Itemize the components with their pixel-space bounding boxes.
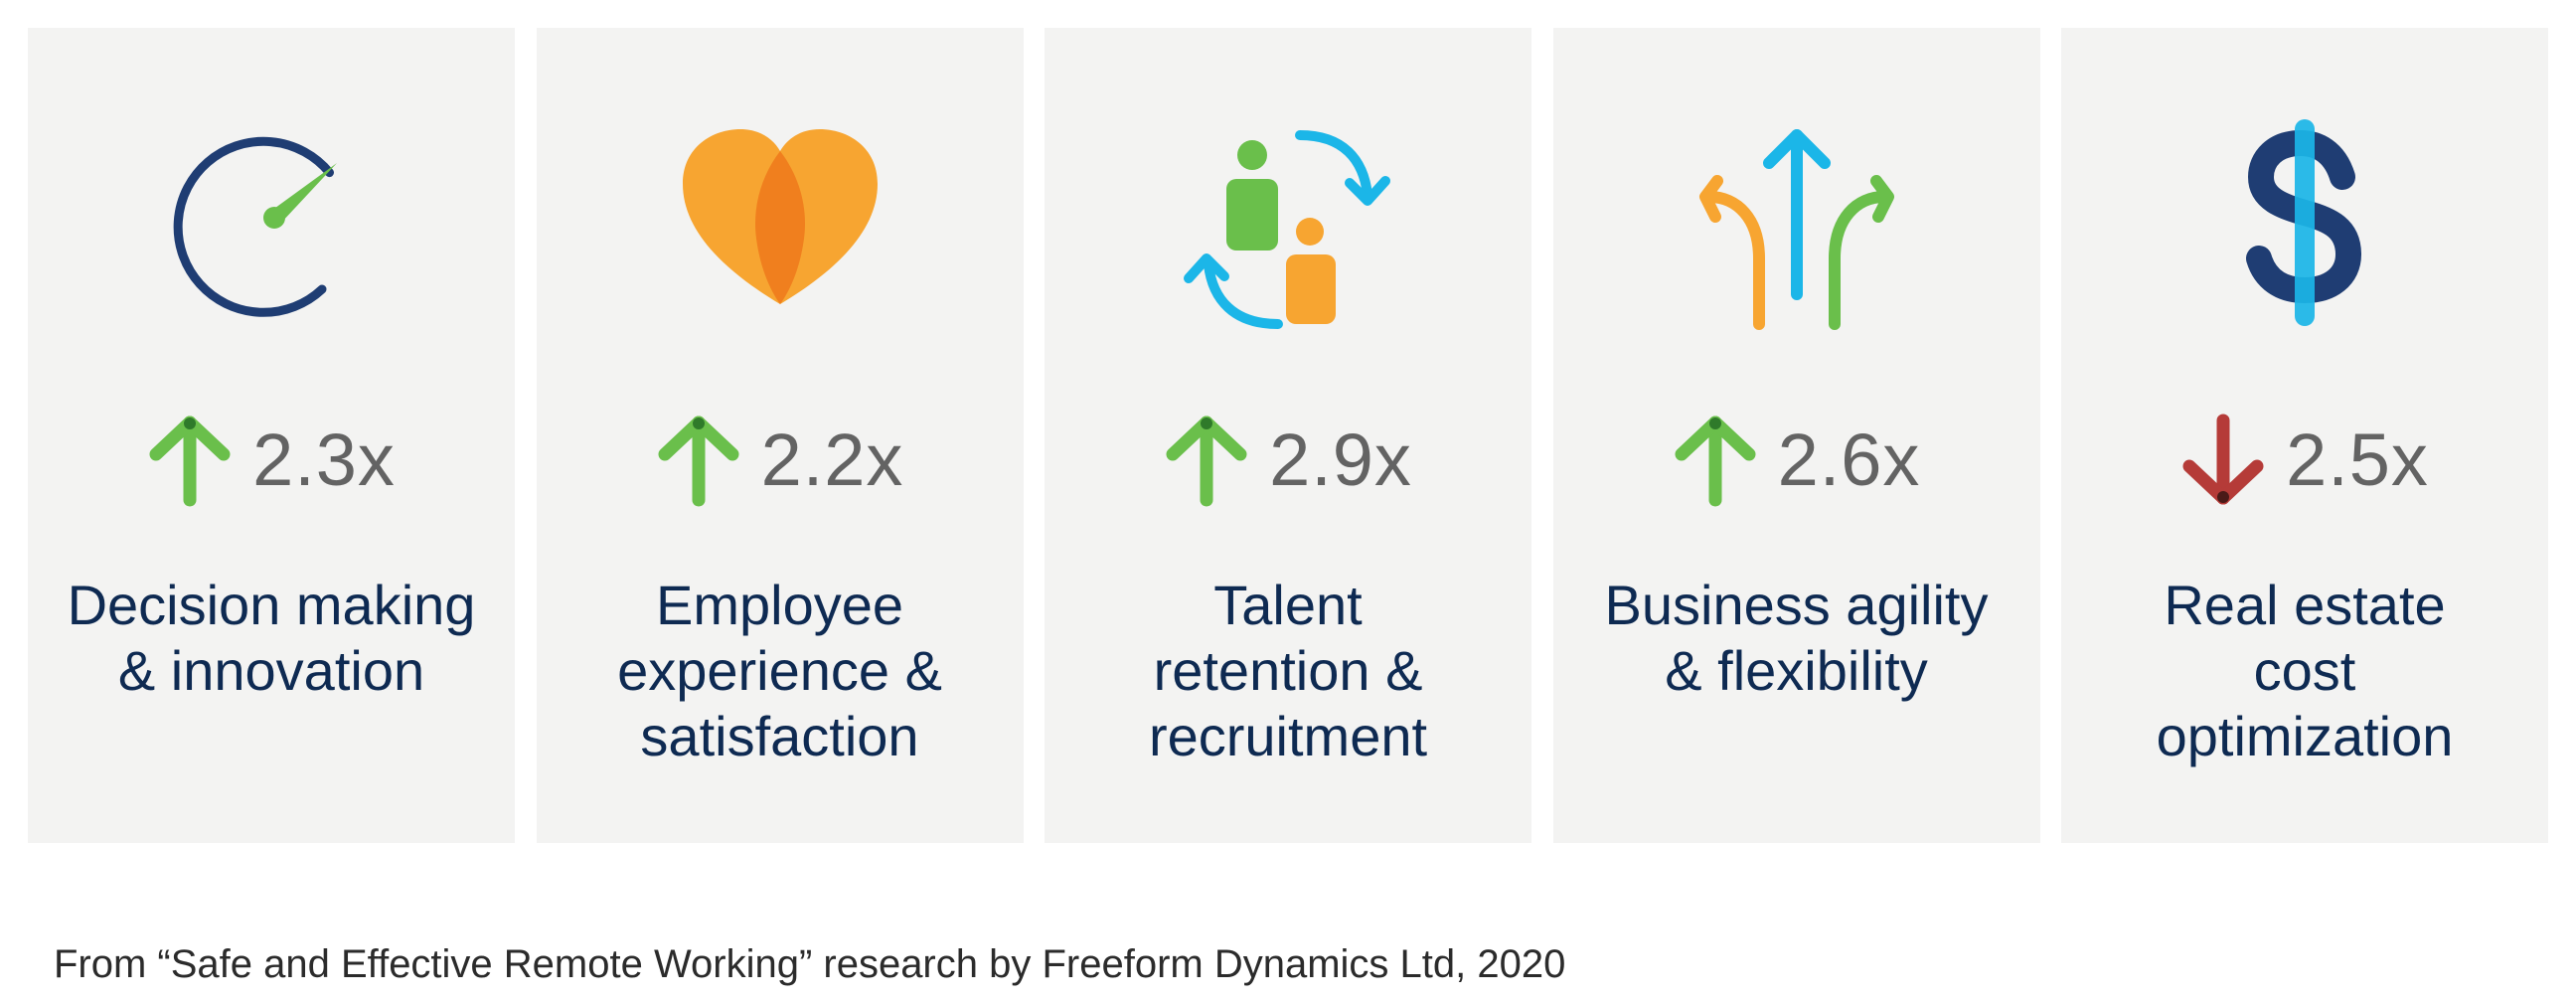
up-arrow-icon	[1164, 411, 1249, 510]
label-line: Talent	[1213, 574, 1363, 636]
card-label: Real estate cost optimization	[2081, 573, 2528, 769]
metric: 2.3x	[28, 411, 515, 510]
metric-value: 2.9x	[1269, 418, 1412, 501]
card-label: Employee experience & satisfaction	[557, 573, 1004, 769]
card-business-agility: 2.6x Business agility & flexibility	[1552, 28, 2040, 843]
metric: 2.2x	[537, 411, 1024, 510]
speedometer-icon	[28, 99, 515, 338]
dollar-icon	[2061, 99, 2548, 338]
label-line: cost	[2253, 639, 2356, 702]
label-line: & flexibility	[1665, 639, 1928, 702]
label-line: & innovation	[117, 639, 425, 702]
label-line: satisfaction	[640, 705, 919, 767]
metric-value: 2.3x	[252, 418, 396, 501]
diverging-arrows-icon	[1553, 99, 2040, 338]
card-label: Business agility & flexibility	[1573, 573, 2020, 704]
up-arrow-icon	[656, 411, 741, 510]
up-arrow-icon	[147, 411, 233, 510]
up-arrow-icon	[1673, 411, 1758, 510]
label-line: optimization	[2156, 705, 2454, 767]
label-line: Business agility	[1604, 574, 1989, 636]
metric-value: 2.5x	[2286, 418, 2429, 501]
label-line: Decision making	[67, 574, 476, 636]
card-label: Talent retention & recruitment	[1064, 573, 1512, 769]
label-line: Real estate	[2164, 574, 2446, 636]
metric-value: 2.2x	[760, 418, 904, 501]
down-arrow-icon	[2180, 411, 2266, 510]
metric: 2.6x	[1553, 411, 2040, 510]
card-real-estate: 2.5x Real estate cost optimization	[2061, 28, 2548, 843]
metric: 2.9x	[1045, 411, 1531, 510]
people-exchange-icon	[1045, 99, 1531, 338]
heart-icon	[537, 99, 1024, 338]
label-line: experience &	[617, 639, 942, 702]
card-employee-experience: 2.2x Employee experience & satisfaction	[536, 28, 1024, 843]
label-line: retention &	[1153, 639, 1423, 702]
label-line: Employee	[655, 574, 904, 636]
source-footnote: From “Safe and Effective Remote Working”…	[54, 942, 1566, 986]
card-decision-making: 2.3x Decision making & innovation	[28, 28, 515, 843]
benefit-cards: 2.3x Decision making & innovation	[28, 28, 2548, 843]
card-talent-retention: 2.9x Talent retention & recruitment	[1045, 28, 1531, 843]
label-line: recruitment	[1148, 705, 1428, 767]
metric-value: 2.6x	[1777, 418, 1921, 501]
card-label: Decision making & innovation	[48, 573, 495, 704]
metric: 2.5x	[2061, 411, 2548, 510]
